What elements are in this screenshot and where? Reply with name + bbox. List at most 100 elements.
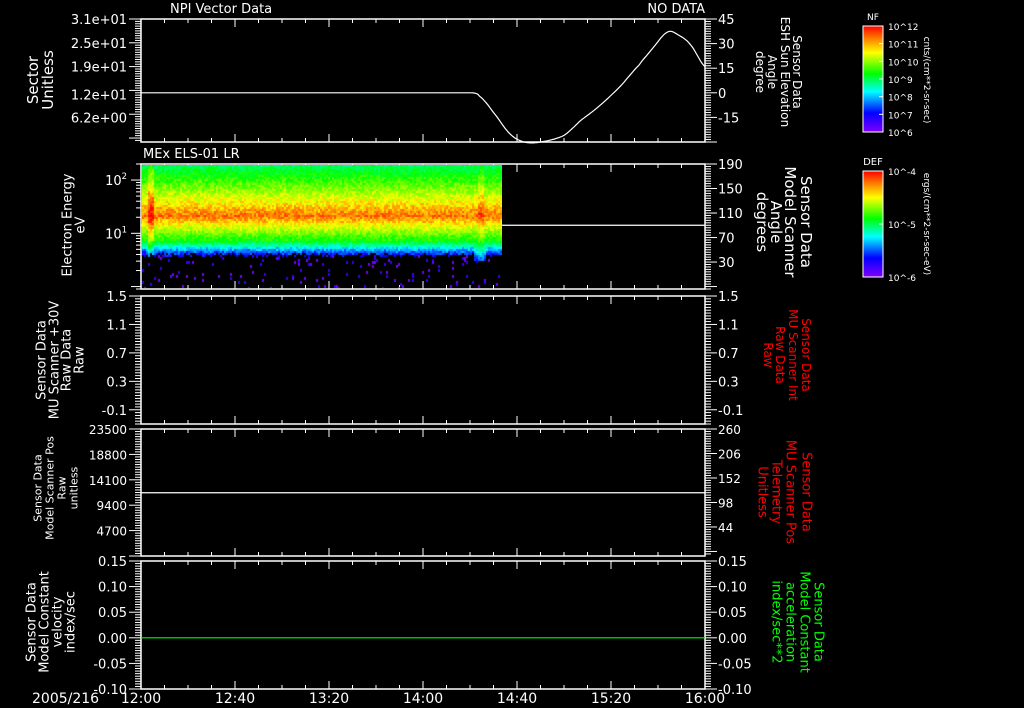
left-tick-label: 1.1 <box>106 318 127 333</box>
right-axis-title: Model Constant <box>797 571 812 673</box>
left-axis-title: Model Constant <box>38 571 53 673</box>
right-tick-label: 206 <box>718 447 741 461</box>
panel-frame-mu-scanner-30v <box>140 295 706 425</box>
right-tick-label: 45 <box>718 13 735 28</box>
right-axis-title: Sensor Data <box>799 452 814 532</box>
right-tick-label: 98 <box>718 496 733 510</box>
left-tick-label: 0.15 <box>98 555 127 570</box>
panel-frame-constant-velocity <box>140 560 706 690</box>
right-axis-title: MU Scanner Pos <box>783 440 798 545</box>
right-axis-title: MU Scanner Int <box>786 309 800 401</box>
x-tick-label: 15:20 <box>591 691 631 707</box>
header-left-title: NPI Vector Data <box>170 2 272 17</box>
right-tick-label: 1.5 <box>718 290 739 305</box>
right-axis-title: Sensor Data <box>797 176 815 268</box>
left-tick-label: 0.10 <box>98 581 127 596</box>
left-axis-title: MU Scanner +30V <box>48 301 63 420</box>
left-axis-title: Model Scanner Pos <box>44 436 57 540</box>
right-tick-label: 0.00 <box>718 632 747 647</box>
left-tick-label: 102 <box>105 171 127 189</box>
left-tick-label: 6.2e+00 <box>71 111 127 126</box>
right-tick-label: 150 <box>718 183 743 198</box>
right-tick-label: -15 <box>718 111 739 126</box>
x-tick-label: 12:40 <box>215 691 255 707</box>
colorbar-tick-label: 10^9 <box>888 76 913 86</box>
left-axis-title: Raw <box>56 476 69 499</box>
right-axis-title: Raw <box>761 342 775 367</box>
colorbar-tick-label: 10^-4 <box>888 168 916 178</box>
right-tick-label: 152 <box>718 472 741 486</box>
right-tick-label: 15 <box>718 62 735 77</box>
left-axis-title: Sensor Data <box>25 582 40 662</box>
right-tick-label: 0.15 <box>718 555 747 570</box>
left-tick-label: 0.3 <box>106 375 127 390</box>
left-tick-label: 18800 <box>89 448 127 462</box>
left-tick-label: 23500 <box>89 423 127 437</box>
right-tick-label: 110 <box>718 207 743 222</box>
left-tick-label: 101 <box>105 224 127 242</box>
right-tick-label: 0.05 <box>718 606 747 621</box>
right-axis-title: Sensor Data <box>790 35 804 109</box>
left-axis-title: Raw Data <box>60 329 75 392</box>
right-axis-title: Model Scanner <box>781 166 799 278</box>
left-tick-label: 3.1e+01 <box>71 13 127 28</box>
right-axis-title: Angle <box>767 201 785 244</box>
left-axis-title: eV <box>74 216 89 233</box>
left-tick-label: 1.5 <box>106 290 127 305</box>
right-tick-label: 260 <box>718 423 741 437</box>
right-axis-title: Sensor Data <box>799 318 813 392</box>
panel-frame-sun-elevation <box>140 18 706 143</box>
header-right-status: NO DATA <box>647 2 705 17</box>
left-axis-title: Sensor Data <box>35 320 50 400</box>
right-axis-title: Unitless <box>755 466 770 518</box>
left-axis-title: Sensor Data <box>32 454 45 521</box>
right-tick-label: 30 <box>718 256 735 271</box>
left-tick-label: 9400 <box>96 499 127 513</box>
colorbar-tick-label: 10^-5 <box>888 221 916 231</box>
electron-spectrogram-image <box>142 165 502 288</box>
colorbar-units: ergs/(cm**2-sr-sec-eV) <box>921 173 931 275</box>
right-axis-title: Telemetry <box>769 459 784 524</box>
x-tick-label: 14:40 <box>497 691 537 707</box>
colorbar-units: cnts/(cm**2-sr-sec) <box>921 37 931 124</box>
right-axis-title: degrees <box>753 192 771 253</box>
spectrogram-title: MEx ELS-01 LR <box>143 147 240 162</box>
left-axis-title: Raw <box>73 346 88 374</box>
left-tick-label: 1.2e+01 <box>71 88 127 103</box>
right-tick-label: -0.10 <box>718 683 752 698</box>
right-tick-label: 0 <box>718 87 726 102</box>
left-tick-label: 0.00 <box>98 632 127 647</box>
right-tick-label: -0.1 <box>718 404 743 419</box>
left-tick-label: -0.10 <box>93 683 127 698</box>
right-tick-label: 0.3 <box>718 375 739 390</box>
left-tick-label: -0.1 <box>102 404 127 419</box>
left-axis-title: velocity <box>51 596 66 647</box>
right-axis-title: index/sec**2 <box>769 580 784 663</box>
colorbar-tick-label: 10^7 <box>888 111 913 121</box>
right-axis-title: degree <box>753 51 767 93</box>
colorbar-label: DEF <box>863 157 883 168</box>
right-tick-label: 30 <box>718 38 735 53</box>
x-tick-label: 16:00 <box>685 691 725 707</box>
right-tick-label: 44 <box>718 521 733 535</box>
left-axis-title: Sector <box>24 55 42 104</box>
x-tick-label: 13:20 <box>309 691 349 707</box>
colorbar-tick-label: 10^-6 <box>888 274 916 284</box>
right-tick-label: 1.1 <box>718 318 739 333</box>
left-tick-label: 14100 <box>89 474 127 488</box>
left-tick-label: 4700 <box>96 525 127 539</box>
colorbar-label: NF <box>867 13 879 23</box>
right-tick-label: 0.7 <box>718 347 739 362</box>
x-axis-date: 2005/216 <box>32 691 99 707</box>
colorbar-tick-label: 10^10 <box>888 58 919 68</box>
x-tick-label: 14:00 <box>403 691 443 707</box>
left-axis-title: unitless <box>68 466 81 509</box>
left-axis-title: Electron Energy <box>61 173 76 276</box>
right-tick-label: 190 <box>718 158 743 173</box>
left-tick-label: -0.05 <box>93 657 127 672</box>
left-axis-title: Unitless <box>39 50 57 110</box>
left-tick-label: 2.5e+01 <box>71 37 127 52</box>
colorbar-tick-label: 10^6 <box>888 129 913 139</box>
